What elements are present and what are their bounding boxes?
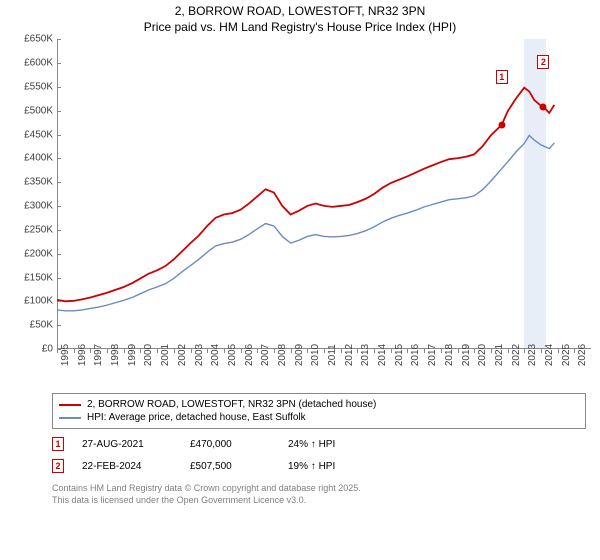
data-row-price: £507,500 [190,461,270,472]
y-tick-label: £600K [24,58,53,69]
legend-label: HPI: Average price, detached house, East… [87,412,306,423]
y-tick-label: £300K [24,201,53,212]
title-block: 2, BORROW ROAD, LOWESTOFT, NR32 3PN Pric… [4,4,596,35]
data-row: 2 22-FEB-2024 £507,500 19% ↑ HPI [52,455,586,477]
y-tick-label: £550K [24,81,53,92]
data-rows: 1 27-AUG-2021 £470,000 24% ↑ HPI 2 22-FEB-202… [52,433,586,477]
footer-line2: This data is licensed under the Open Gov… [52,495,586,507]
data-row-pct: 24% ↑ HPI [288,439,388,450]
footer: Contains HM Land Registry data © Crown c… [52,483,586,506]
marker-label-box: 2 [537,55,549,69]
chart-area: £0 £50K £100K £150K £200K £250K £300K £350K £400… [9,39,591,389]
marker-label-box: 1 [496,70,508,84]
legend: 2, BORROW ROAD, LOWESTOFT, NR32 3PN (det… [52,393,586,429]
data-row-marker: 1 [52,437,64,451]
y-tick-label: £0 [42,344,53,355]
x-axis: 1995199619971998199920002001200220032004… [57,349,591,389]
y-axis: £0£50K£100K£150K£200K£250K£300K£350K£400… [9,39,57,349]
marker-dot [498,122,505,129]
series-line [57,136,554,312]
data-row-date: 22-FEB-2024 [82,461,172,472]
y-tick-label: £350K [24,177,53,188]
data-row-marker: 2 [52,459,64,473]
data-row: 1 27-AUG-2021 £470,000 24% ↑ HPI [52,433,586,455]
footer-line1: Contains HM Land Registry data © Crown c… [52,483,586,495]
y-tick-label: £450K [24,129,53,140]
legend-swatch [59,404,81,406]
y-tick-label: £650K [24,34,53,45]
y-tick-label: £400K [24,153,53,164]
chart-container: 2, BORROW ROAD, LOWESTOFT, NR32 3PN Pric… [0,0,600,560]
legend-row: HPI: Average price, detached house, East… [59,411,579,424]
series-line [57,88,554,302]
data-row-price: £470,000 [190,439,270,450]
y-tick-label: £250K [24,224,53,235]
y-tick-label: £150K [24,272,53,283]
legend-swatch [59,417,81,419]
title-line1: 2, BORROW ROAD, LOWESTOFT, NR32 3PN [4,4,596,20]
line-plot [57,39,591,349]
data-row-date: 27-AUG-2021 [82,439,172,450]
title-line2: Price paid vs. HM Land Registry's House … [4,20,596,36]
y-tick-label: £500K [24,105,53,116]
y-tick-label: £100K [24,296,53,307]
legend-label: 2, BORROW ROAD, LOWESTOFT, NR32 3PN (det… [87,399,376,410]
data-row-pct: 19% ↑ HPI [288,461,388,472]
y-tick-label: £200K [24,248,53,259]
legend-row: 2, BORROW ROAD, LOWESTOFT, NR32 3PN (det… [59,398,579,411]
y-tick-label: £50K [30,320,53,331]
marker-dot [540,104,547,111]
